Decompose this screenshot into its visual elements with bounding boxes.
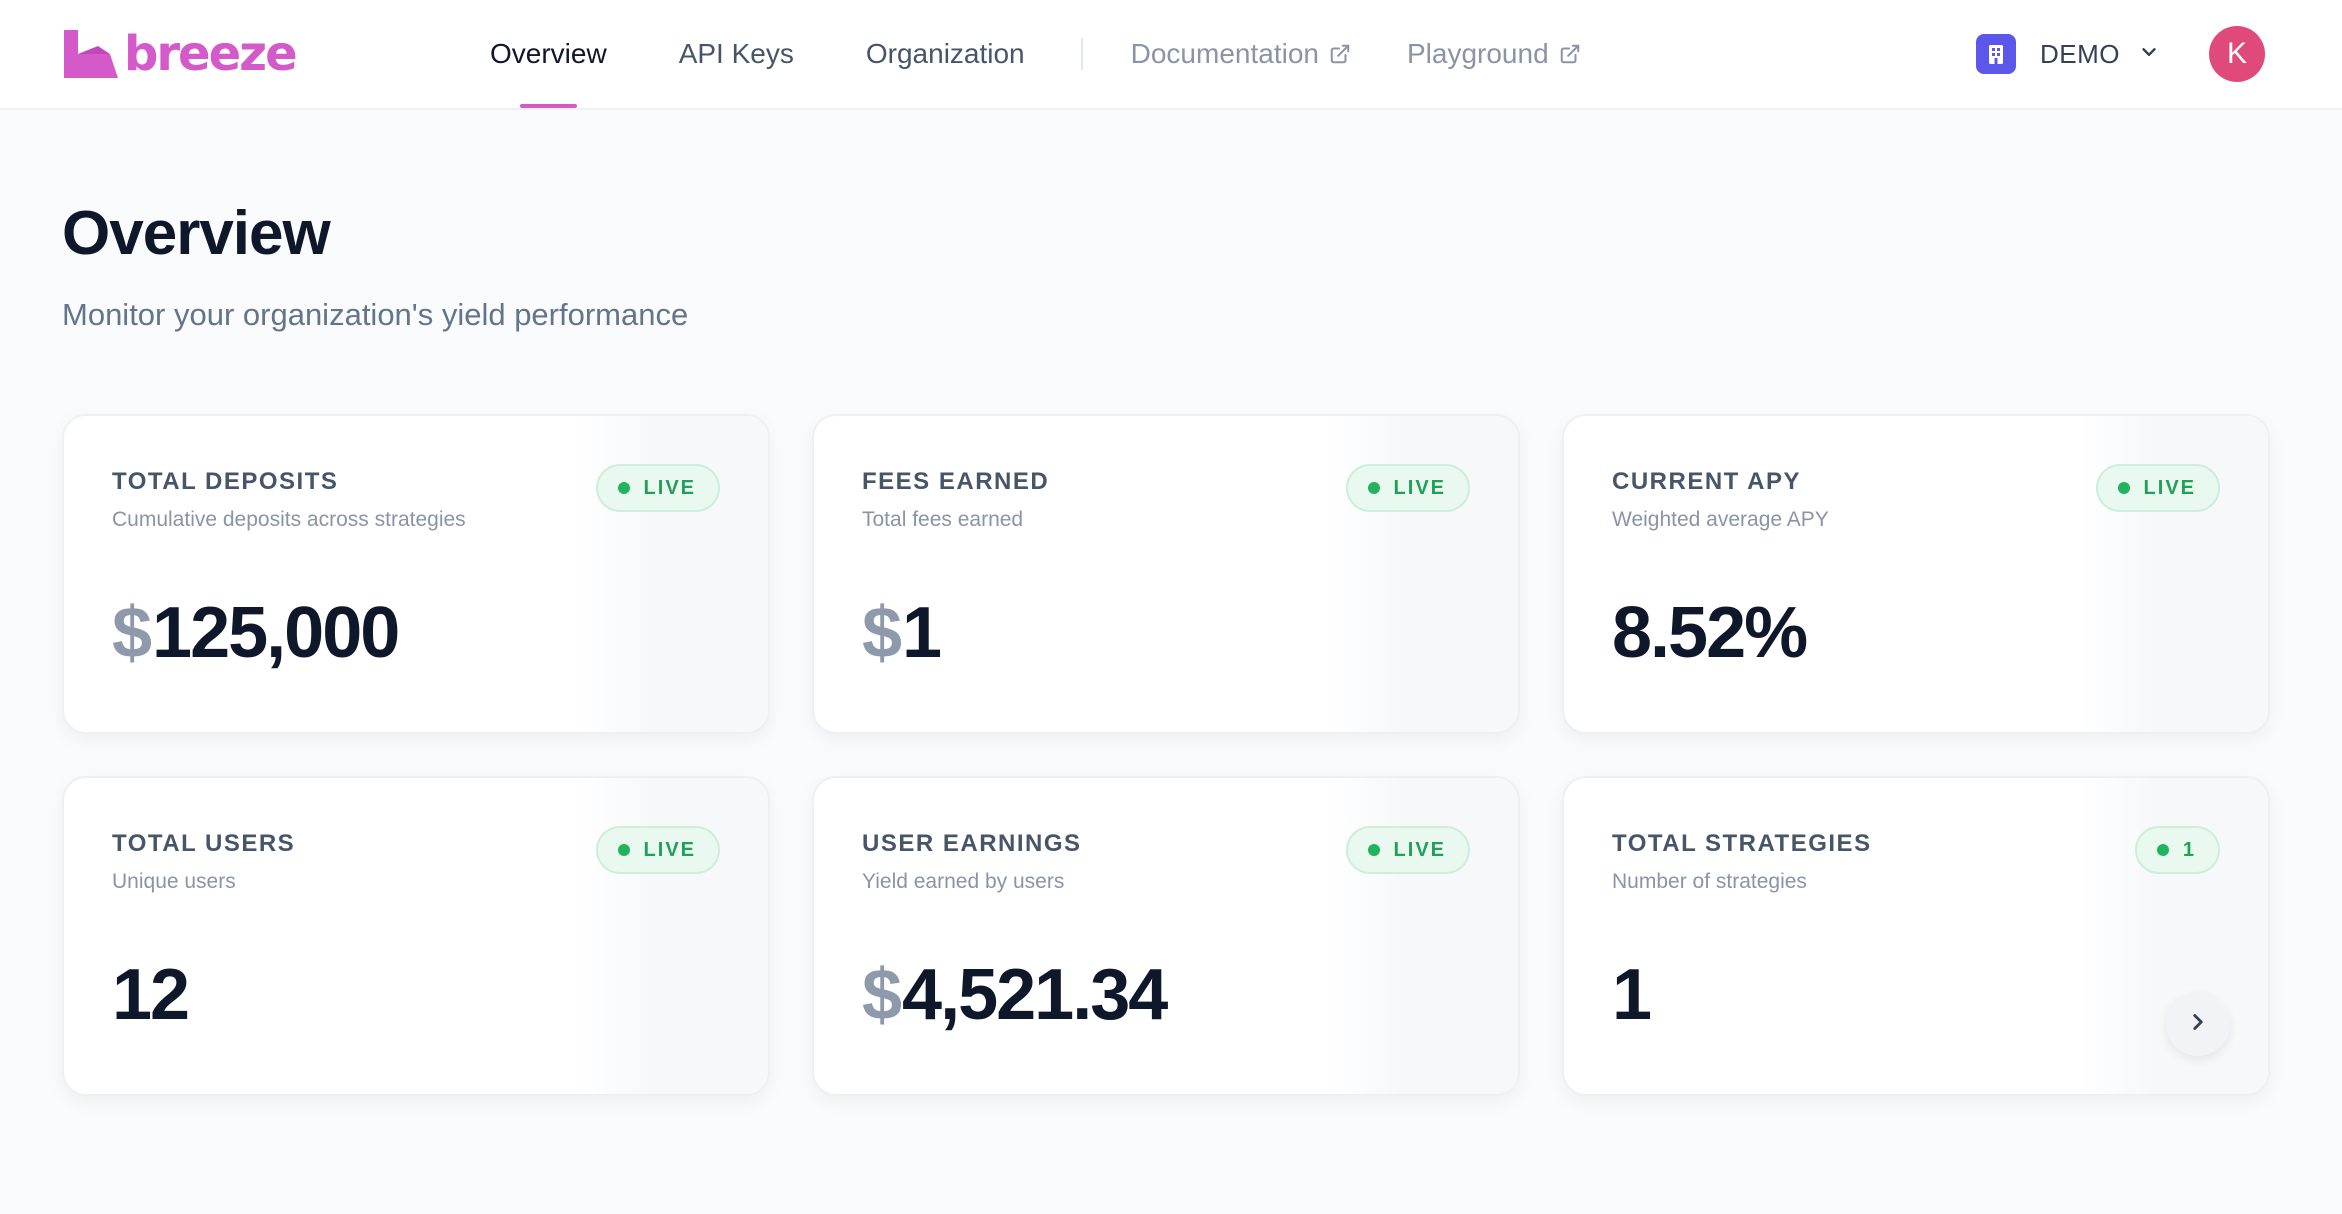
card-total-users: TOTAL USERS Unique users LIVE 12: [62, 776, 770, 1096]
metric-number: 4,521.34: [902, 955, 1168, 1035]
nav-organization[interactable]: Organization: [865, 38, 1025, 69]
card-total-strategies: TOTAL STRATEGIES Number of strategies 1 …: [1562, 776, 2270, 1096]
card-description: Weighted average APY: [1612, 508, 1829, 531]
chevron-right-icon: [2185, 1009, 2211, 1040]
chevron-down-icon: [2138, 41, 2160, 68]
live-badge: LIVE: [595, 826, 720, 874]
currency-symbol: $: [112, 593, 152, 673]
metric-value: $125,000: [112, 592, 400, 674]
org-name: DEMO: [2040, 38, 2120, 69]
card-current-apy: CURRENT APY Weighted average APY LIVE 8.…: [1562, 414, 2270, 734]
card-user-earnings: USER EARNINGS Yield earned by users LIVE…: [812, 776, 1520, 1096]
badge-label: LIVE: [643, 838, 696, 861]
card-description: Unique users: [112, 870, 236, 893]
metric-value: 12: [112, 954, 190, 1036]
building-icon: [1976, 34, 2016, 74]
metric-number: 1: [902, 593, 942, 673]
nav-playground[interactable]: Playground: [1407, 0, 1581, 108]
card-title: FEES EARNED: [862, 468, 1050, 495]
external-link-icon: [1559, 43, 1581, 65]
metric-value: 8.52%: [1612, 592, 1808, 674]
card-description: Cumulative deposits across strategies: [112, 508, 466, 531]
live-badge: LIVE: [1345, 464, 1470, 512]
metric-value: $1: [862, 592, 942, 674]
badge-label: LIVE: [1393, 838, 1446, 861]
org-switcher[interactable]: DEMO: [1976, 34, 2160, 74]
badge-label: LIVE: [1393, 476, 1446, 499]
badge-label: 1: [2182, 838, 2196, 861]
currency-symbol: $: [862, 593, 902, 673]
status-dot-icon: [1367, 844, 1380, 856]
card-title: CURRENT APY: [1612, 468, 1801, 495]
card-description: Number of strategies: [1612, 870, 1807, 893]
metrics-grid: TOTAL DEPOSITS Cumulative deposits acros…: [62, 414, 2270, 1096]
nav-documentation[interactable]: Documentation: [1131, 0, 1351, 108]
external-link-icon: [1329, 43, 1351, 65]
badge-label: LIVE: [643, 476, 696, 499]
nav-overview[interactable]: Overview: [490, 0, 607, 108]
status-dot-icon: [2117, 482, 2130, 494]
nav-documentation-label: Documentation: [1130, 38, 1319, 69]
card-title: TOTAL USERS: [112, 830, 296, 857]
card-total-deposits: TOTAL DEPOSITS Cumulative deposits acros…: [62, 414, 770, 734]
main-nav: Overview API Keys Organization Documenta…: [490, 0, 1637, 108]
metric-number: 8.52%: [1612, 593, 1808, 673]
metric-number: 1: [1612, 955, 1652, 1035]
metric-number: 12: [112, 955, 190, 1035]
user-avatar[interactable]: K: [2209, 26, 2265, 82]
status-dot-icon: [617, 844, 630, 856]
top-navbar: breeze Overview API Keys Organization Do…: [0, 0, 2342, 110]
status-dot-icon: [617, 482, 630, 494]
breeze-logo[interactable]: breeze: [62, 26, 298, 82]
live-badge: LIVE: [595, 464, 720, 512]
status-dot-icon: [1367, 482, 1380, 494]
live-badge: LIVE: [2095, 464, 2220, 512]
metric-number: 125,000: [152, 593, 400, 673]
card-description: Yield earned by users: [862, 870, 1065, 893]
badge-label: LIVE: [2143, 476, 2196, 499]
nav-playground-label: Playground: [1406, 38, 1549, 69]
metric-value: 1: [1612, 954, 1652, 1036]
live-badge: LIVE: [1345, 826, 1470, 874]
page-title: Overview: [62, 199, 331, 268]
breeze-logo-icon: [64, 30, 118, 78]
card-fees-earned: FEES EARNED Total fees earned LIVE $1: [812, 414, 1520, 734]
brand-name: breeze: [124, 26, 298, 82]
card-title: USER EARNINGS: [862, 830, 1082, 857]
card-title: TOTAL DEPOSITS: [112, 468, 339, 495]
page-subtitle: Monitor your organization's yield perfor…: [62, 297, 689, 332]
currency-symbol: $: [862, 955, 902, 1035]
status-dot-icon: [2156, 844, 2169, 856]
metric-value: $4,521.34: [862, 954, 1168, 1036]
card-title: TOTAL STRATEGIES: [1612, 830, 1872, 857]
view-strategies-button[interactable]: [2166, 992, 2230, 1056]
nav-divider: [1080, 38, 1083, 70]
count-badge: 1: [2134, 826, 2220, 874]
nav-api-keys[interactable]: API Keys: [678, 38, 794, 69]
card-description: Total fees earned: [862, 508, 1024, 531]
